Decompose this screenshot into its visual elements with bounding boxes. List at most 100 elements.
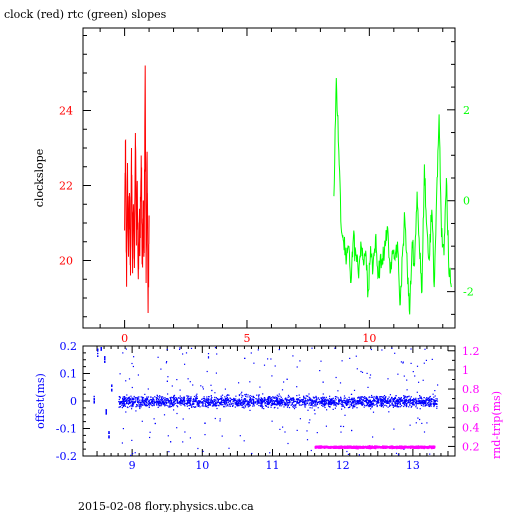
offset-point [157, 404, 159, 406]
offset-point [226, 397, 228, 400]
offset-point [415, 401, 417, 403]
offset-point [282, 426, 284, 428]
offset-point [432, 393, 434, 395]
offset-point [397, 403, 399, 405]
offset-point [422, 405, 424, 407]
offset-point [312, 396, 314, 398]
offset-point [124, 403, 126, 405]
offset-point [423, 362, 425, 364]
offset-point [399, 400, 401, 402]
offset-point [208, 402, 210, 404]
offset-point [122, 403, 124, 405]
offset-point [360, 400, 362, 403]
offset-point [138, 405, 140, 407]
offset-point [179, 403, 181, 405]
rndtrip-point [429, 446, 432, 449]
offset-point [164, 402, 166, 404]
offset-point [225, 402, 227, 404]
offset-point [222, 401, 224, 404]
offset-point [226, 395, 228, 397]
offset-point [394, 352, 396, 354]
offset-point [330, 400, 332, 402]
offset-point [165, 401, 167, 403]
offset-point [241, 391, 243, 393]
rndtrip-point [390, 447, 393, 449]
offset-point [422, 401, 424, 403]
offset-point [131, 406, 133, 408]
offset-point [362, 403, 364, 405]
offset-point [408, 406, 410, 408]
offset-point [314, 402, 316, 404]
offset-point [339, 403, 341, 405]
offset-point [210, 398, 212, 400]
offset-point [270, 400, 272, 402]
offset-point [341, 402, 343, 404]
offset-point [349, 406, 351, 408]
offset-point [334, 402, 336, 404]
offset-point [244, 400, 246, 402]
offset-point [322, 393, 324, 395]
offset-point [231, 402, 233, 404]
offset-point [234, 403, 236, 405]
offset-point [203, 400, 205, 402]
offset-point [313, 400, 315, 402]
offset-point [131, 439, 133, 441]
offset-point [283, 404, 286, 406]
offset-point [217, 401, 219, 403]
offset-point [346, 399, 348, 401]
offset-point [239, 403, 241, 405]
offset-point [280, 402, 282, 405]
offset-point [382, 396, 384, 399]
offset-point [304, 406, 306, 408]
offset-point [104, 358, 106, 361]
offset-point [358, 402, 360, 404]
offset-point [407, 400, 410, 402]
offset-point [376, 404, 378, 406]
offset-point [184, 431, 186, 433]
offset-point [225, 400, 227, 403]
offset-point [207, 400, 209, 402]
offset-point [341, 408, 343, 410]
offset-point [396, 399, 398, 401]
offset-point [409, 403, 411, 405]
offset-point [161, 401, 163, 403]
offset-point [315, 399, 317, 401]
offset-point [249, 409, 251, 411]
offset-point [144, 398, 146, 401]
offset-point [185, 402, 187, 405]
offset-point [412, 402, 414, 404]
offset-point [258, 402, 260, 404]
rndtrip-point [413, 447, 416, 449]
offset-point [381, 400, 383, 402]
offset-point [105, 409, 107, 412]
offset-point [374, 400, 376, 402]
rndtrip-point [400, 446, 402, 448]
offset-point [334, 396, 336, 398]
offset-point [147, 403, 149, 405]
offset-point [93, 399, 95, 401]
offset-point [284, 431, 286, 433]
offset-point [186, 403, 188, 405]
offset-point [403, 448, 405, 450]
offset-point [240, 399, 242, 401]
offset-point [163, 400, 165, 402]
offset-point [256, 399, 258, 401]
rndtrip-point [357, 447, 359, 449]
offset-point [392, 404, 394, 407]
offset-point [384, 398, 387, 400]
offset-point [361, 404, 363, 406]
offset-point [264, 397, 266, 399]
rndtrip-point [345, 446, 347, 448]
offset-point [269, 400, 271, 402]
offset-point [180, 402, 182, 404]
offset-point [285, 399, 287, 401]
rndtrip-point [372, 446, 375, 448]
offset-point [123, 402, 125, 404]
offset-point [302, 399, 304, 401]
offset-point [275, 404, 277, 406]
offset-point [433, 403, 435, 406]
offset-point [400, 398, 402, 400]
offset-point [155, 400, 157, 402]
offset-point [362, 399, 365, 401]
offset-point [134, 397, 136, 399]
